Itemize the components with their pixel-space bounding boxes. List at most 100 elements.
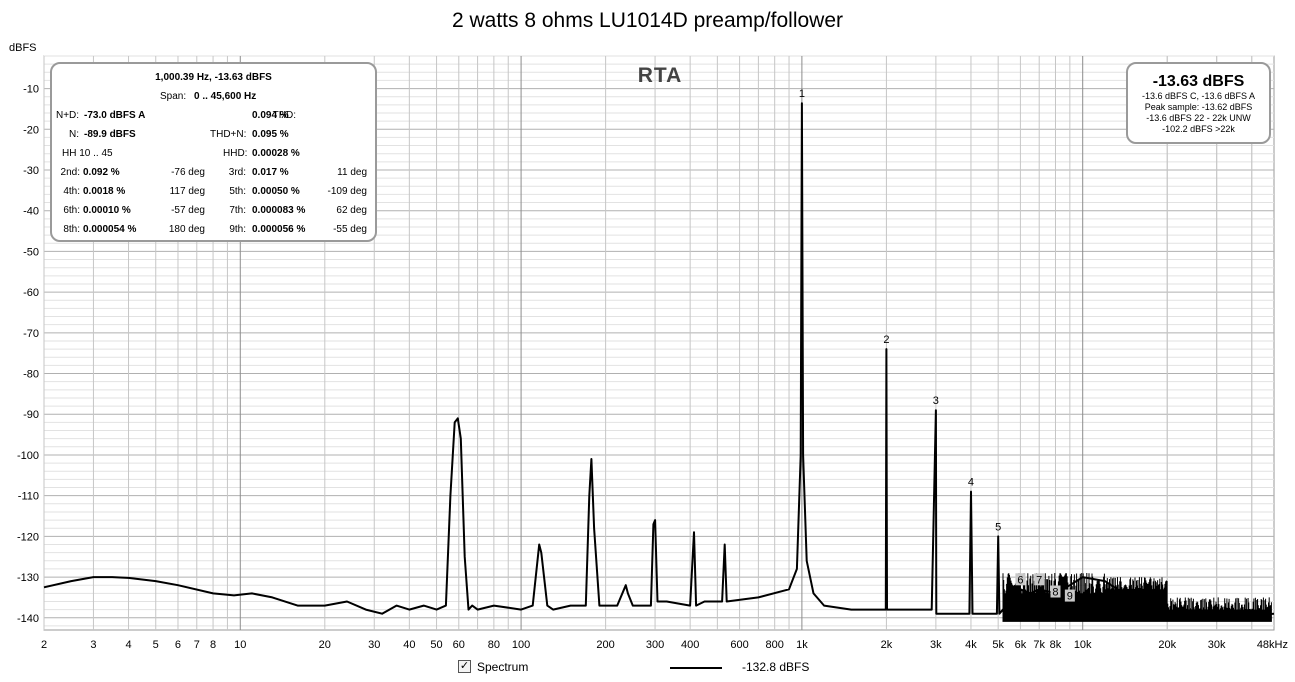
x-tick-label: 8k	[1050, 639, 1062, 651]
harmonic-marker-bg	[1015, 573, 1026, 586]
x-tick-label: 1k	[796, 639, 808, 651]
level-weighted: -13.6 dBFS C, -13.6 dBFS A	[1141, 91, 1256, 101]
span-label: Span:	[160, 91, 187, 102]
stats-header: 1,000.39 Hz, -13.63 dBFS	[155, 72, 272, 83]
x-tick-label: 4	[125, 639, 131, 651]
x-tick-label: 7k	[1033, 639, 1045, 651]
harmonic-value2: 0.00050 %	[252, 186, 300, 197]
x-tick-label: 8	[210, 639, 216, 651]
harmonic-label2: 5th:	[229, 186, 246, 197]
harmonic-marker-label: 6	[1017, 574, 1023, 586]
harmonic-marker-label: 8	[1052, 587, 1058, 599]
x-tick-label: 20k	[1158, 639, 1176, 651]
y-tick-label: -30	[23, 165, 39, 177]
harmonic-label: 4th:	[63, 186, 80, 197]
x-tick-label: 200	[596, 639, 614, 651]
chart-legend: ✓ Spectrum -132.8 dBFS	[0, 657, 1295, 677]
harmonic-marker-label: 4	[968, 477, 974, 489]
hh-range-label: HH 10 .. 45	[62, 148, 113, 159]
x-tick-label: 3k	[930, 639, 942, 651]
hhd-value: 0.00028 %	[252, 148, 300, 159]
y-tick-label: -90	[23, 409, 39, 421]
nd-value: -73.0 dBFS A	[84, 110, 146, 121]
chart-title: 2 watts 8 ohms LU1014D preamp/follower	[451, 9, 844, 32]
legend-series-name: Spectrum	[477, 660, 529, 674]
x-tick-label: 10	[234, 639, 246, 651]
x-tick-label: 100	[512, 639, 530, 651]
harmonic-value: 0.092 %	[83, 167, 120, 178]
distortion-stats-panel[interactable]: 1,000.39 Hz, -13.63 dBFS Span: 0 .. 45,6…	[50, 62, 377, 242]
x-tick-label: 2	[41, 639, 47, 651]
thd-value: 0.094 %	[252, 110, 289, 121]
harmonic-marker-bg	[1064, 589, 1075, 602]
y-tick-label: -10	[23, 84, 39, 96]
harmonic-phase2: -55 deg	[333, 224, 367, 235]
y-tick-label: -70	[23, 328, 39, 340]
harmonic-phase: -76 deg	[171, 167, 205, 178]
x-tick-label: 20	[319, 639, 331, 651]
x-tick-label: 4k	[965, 639, 977, 651]
x-tick-label: 40	[403, 639, 415, 651]
harmonic-value: 0.00010 %	[83, 205, 131, 216]
y-tick-label: -120	[17, 531, 39, 543]
spectrum-checkbox[interactable]: ✓	[458, 660, 471, 673]
harmonic-label2: 9th:	[229, 224, 246, 235]
harmonic-value: 0.0018 %	[83, 186, 126, 197]
x-tick-label: 5	[153, 639, 159, 651]
harmonic-marker-label: 9	[1067, 591, 1073, 603]
harmonic-value2: 0.000056 %	[252, 224, 306, 235]
x-tick-label: 60	[453, 639, 465, 651]
spectrum-trace[interactable]	[43, 102, 1275, 619]
y-tick-label: -50	[23, 246, 39, 258]
y-tick-label: -140	[17, 613, 39, 625]
harmonic-value: 0.000054 %	[83, 224, 137, 235]
harmonic-phase: 117 deg	[169, 186, 205, 197]
x-tick-label: 6	[175, 639, 181, 651]
x-tick-label: 3	[90, 639, 96, 651]
harmonic-marker-bg	[1050, 585, 1061, 598]
harmonic-label: 6th:	[63, 205, 80, 216]
hhd-label: HHD:	[223, 148, 248, 159]
y-tick-label: -100	[17, 450, 39, 462]
x-tick-label: 2k	[881, 639, 893, 651]
x-tick-label: 80	[488, 639, 500, 651]
harmonic-value2: 0.017 %	[252, 167, 289, 178]
y-tick-label: -20	[23, 124, 39, 136]
harmonic-label2: 3rd:	[228, 167, 246, 178]
harmonic-marker-label: 5	[995, 521, 1001, 533]
harmonic-label: 8th:	[63, 224, 80, 235]
thd-label: THD:	[272, 110, 296, 121]
y-tick-label: -60	[23, 287, 39, 299]
x-tick-label: 6k	[1015, 639, 1027, 651]
y-tick-label: -130	[17, 572, 39, 584]
level-unweighted: -13.6 dBFS 22 - 22k UNW	[1146, 113, 1251, 123]
n-label: N:	[69, 129, 79, 140]
span-value: 0 .. 45,600 Hz	[194, 91, 257, 102]
x-tick-label: 600	[730, 639, 748, 651]
x-tick-label: 400	[681, 639, 699, 651]
n-value: -89.9 dBFS	[84, 129, 136, 140]
y-axis-label: dBFS	[9, 42, 37, 54]
nd-label: N+D:	[56, 110, 80, 121]
level-readout-panel[interactable]: -13.63 dBFS -13.6 dBFS C, -13.6 dBFS A P…	[1126, 62, 1271, 144]
thdn-label: THD+N:	[210, 129, 247, 140]
level-above-22k: -102.2 dBFS >22k	[1162, 124, 1235, 134]
harmonic-marker-label: 2	[883, 334, 889, 346]
x-tick-label: 5k	[992, 639, 1004, 651]
y-tick-label: -110	[18, 491, 39, 503]
harmonic-label2: 7th:	[229, 205, 246, 216]
x-tick-label: 300	[646, 639, 664, 651]
x-tick-label: 30	[368, 639, 380, 651]
x-tick-label: 50	[430, 639, 442, 651]
y-tick-label: -40	[23, 206, 39, 218]
harmonic-phase: -57 deg	[171, 205, 205, 216]
legend-line-swatch	[670, 667, 722, 669]
harmonic-marker-label: 1	[799, 88, 805, 100]
level-peak-sample: Peak sample: -13.62 dBFS	[1144, 102, 1253, 112]
harmonic-value2: 0.000083 %	[252, 205, 306, 216]
harmonic-label: 2nd:	[60, 167, 80, 178]
level-value: -13.63 dBFS	[1152, 73, 1245, 90]
harmonic-phase: 180 deg	[168, 224, 205, 235]
x-tick-label: 800	[766, 639, 784, 651]
